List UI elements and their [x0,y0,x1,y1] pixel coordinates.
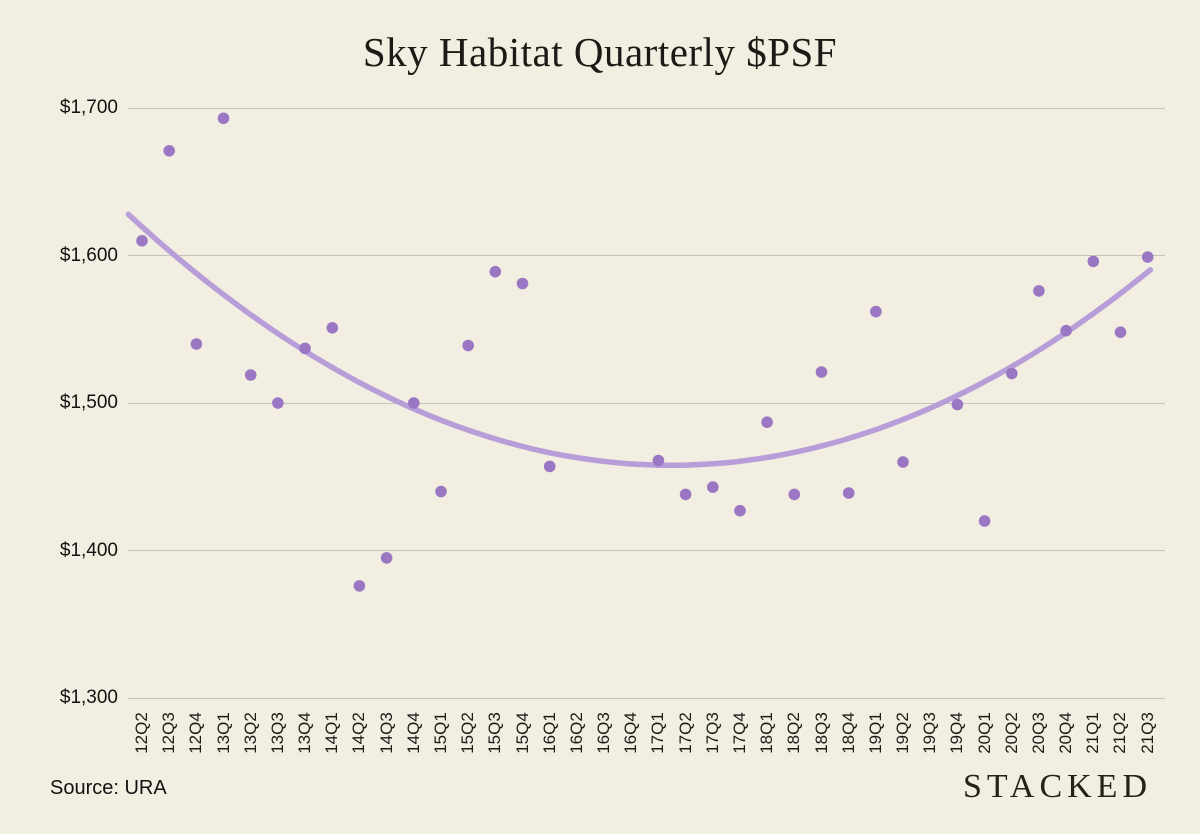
data-point [978,515,991,527]
data-point [136,235,148,247]
data-point [761,416,773,429]
gridline [128,402,1165,404]
data-point [951,398,964,411]
source-label: Source: URA [50,777,167,799]
y-axis-tick-label: $1,400 [59,539,118,561]
trend-line [125,211,1154,469]
data-point [897,456,909,468]
data-point [1006,367,1018,380]
data-point [217,112,230,125]
gridline [128,107,1165,109]
data-point [788,488,801,501]
data-point [326,322,339,334]
data-point [1141,251,1154,263]
brand-logo: STACKED [962,768,1152,805]
gridline [128,697,1165,699]
data-point [435,485,447,498]
data-point [163,145,175,157]
data-point [1033,285,1045,297]
data-point [299,342,311,355]
data-point [1114,326,1127,339]
data-point [543,460,556,473]
gridline [128,255,1165,256]
y-axis-tick-label: $1,700 [59,97,118,118]
data-point [353,580,366,592]
data-point [190,338,203,350]
y-axis-tick-label: $1,500 [59,392,118,413]
data-point [408,397,420,409]
data-point [516,277,529,290]
data-point [815,366,828,378]
data-point [842,487,855,499]
data-point [272,397,284,409]
gridline [128,550,1165,551]
y-axis-tick-label: $1,300 [59,687,118,708]
chart-title: Sky Habitat Quarterly $PSF [362,29,838,75]
data-point [707,481,719,493]
data-point [1060,324,1072,337]
data-point [870,305,882,318]
data-point [1087,255,1100,268]
data-point [244,369,257,381]
data-point [679,488,692,501]
data-point [652,454,665,467]
y-axis-tick-label: $1,600 [59,244,118,266]
data-point [380,552,393,564]
data-point [734,504,746,517]
data-point [489,265,502,278]
data-point [462,339,475,352]
